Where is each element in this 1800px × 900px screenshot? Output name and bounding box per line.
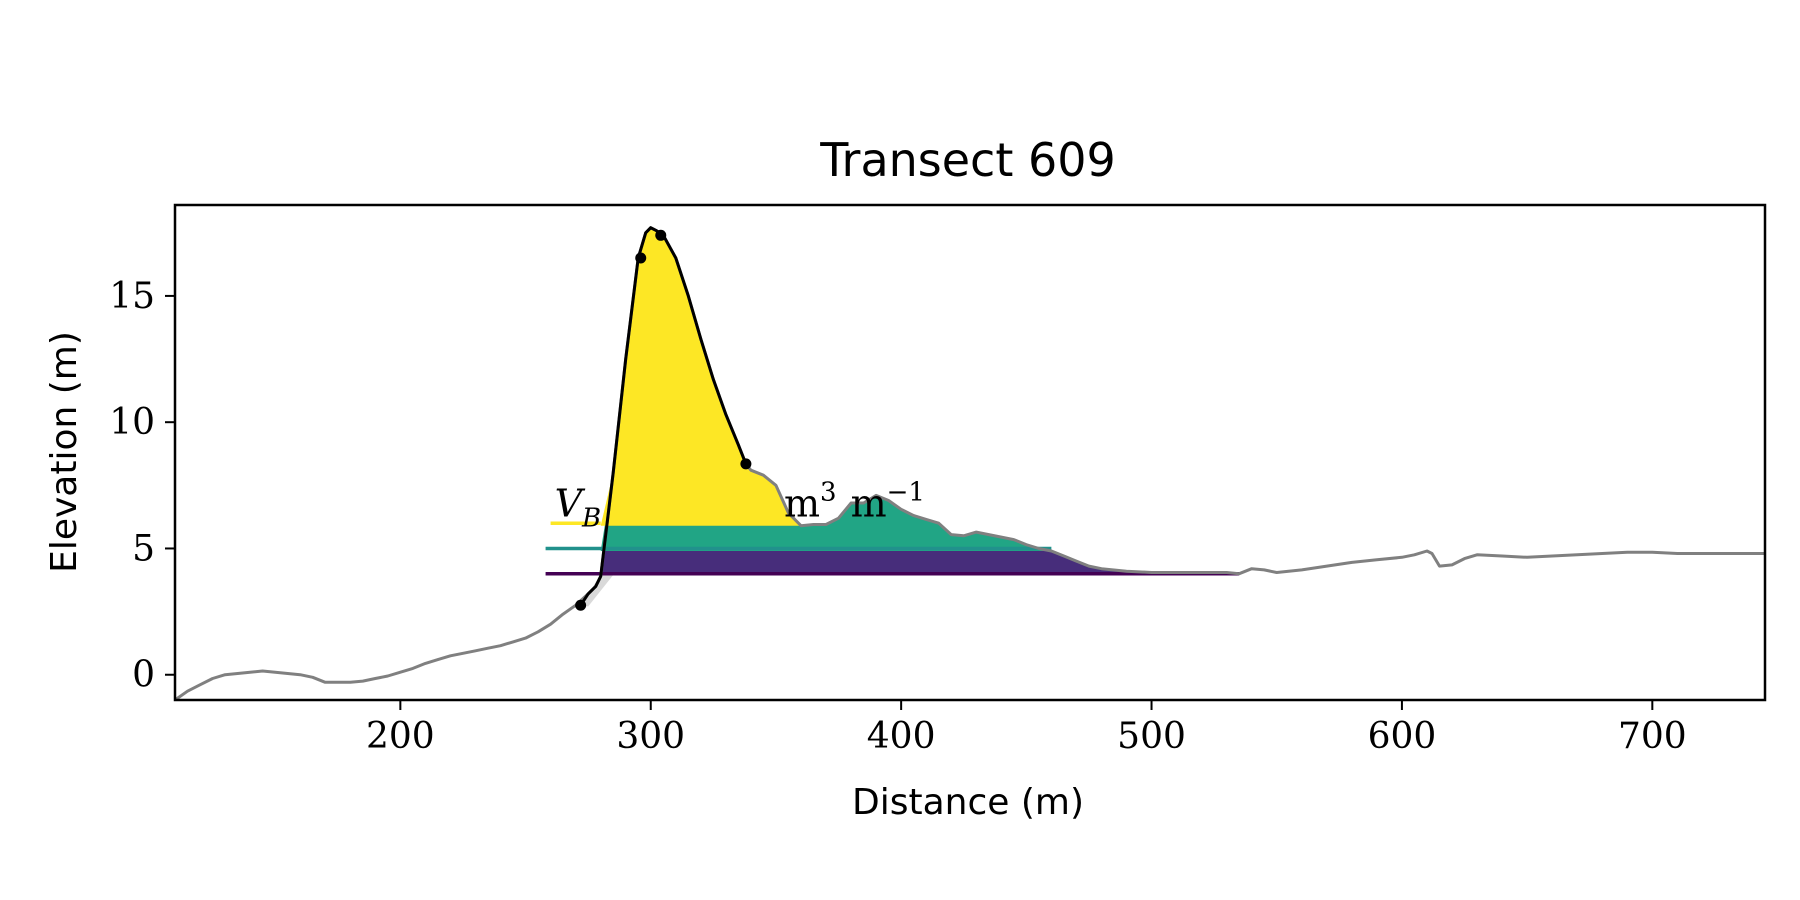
x-axis: 200 300 400 500 600 700 [366, 700, 1687, 757]
x-tick-label: 700 [1618, 716, 1687, 757]
annotation-exp-1: 3 [820, 478, 837, 508]
x-tick-label: 200 [366, 716, 435, 757]
x-tick-label: 500 [1117, 716, 1186, 757]
annotation-symbol: VB [555, 482, 602, 534]
dune-toe-shadow [580, 574, 614, 607]
volume-annotation: VB m3 m−1 [555, 478, 925, 534]
volume-fill-top [600, 227, 801, 526]
y-axis-label: Elevation (m) [44, 331, 85, 573]
annotation-exp-2: −1 [887, 478, 925, 508]
annotation-subscript: B [581, 504, 601, 534]
x-tick-label: 400 [867, 716, 936, 757]
annotation-unit-2: m [851, 482, 887, 526]
chart-title: Transect 609 [819, 133, 1116, 187]
y-tick-label: 0 [132, 655, 155, 696]
annotation-unit-1: m [784, 482, 820, 526]
plot-area [175, 226, 1765, 700]
key-point [655, 229, 667, 241]
y-axis: 0 5 10 15 [109, 276, 175, 696]
y-tick-label: 15 [109, 276, 155, 317]
key-point [575, 599, 587, 611]
annotation-v: V [555, 482, 586, 526]
x-tick-label: 600 [1368, 716, 1437, 757]
profile-line [175, 226, 1765, 700]
y-tick-label: 5 [132, 528, 155, 569]
x-tick-label: 300 [616, 716, 685, 757]
annotation-units: m3 m−1 [784, 478, 925, 526]
plot-frame [173, 203, 1767, 702]
key-point [635, 252, 647, 264]
dune-line [579, 226, 748, 607]
y-tick-label: 10 [109, 402, 155, 443]
x-axis-label: Distance (m) [852, 782, 1084, 823]
key-point [740, 458, 752, 470]
